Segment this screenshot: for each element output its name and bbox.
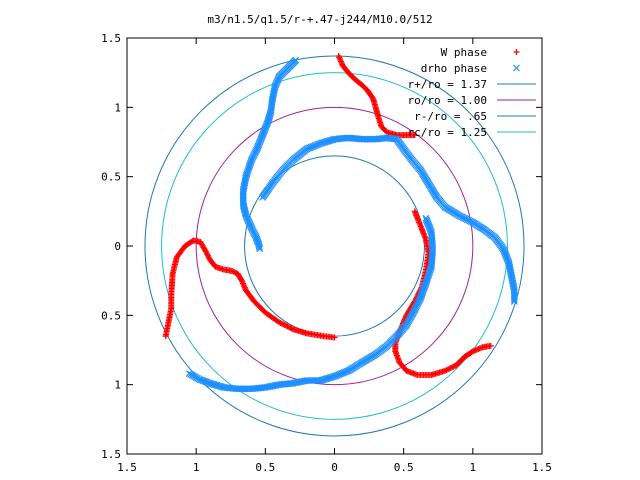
reference-circle [195,106,474,386]
w-phase-point [202,248,209,255]
legend-marker [513,49,520,55]
w-phase-point [331,334,338,341]
w-phase-point [231,269,238,276]
w-phase-point [285,324,292,331]
w-phase-point [230,268,237,275]
legend-label: ro/ro = 1.00 [408,94,487,107]
w-phase-point [203,249,210,256]
w-phase-point [411,208,418,215]
w-phase-point [443,367,450,374]
w-phase-point [450,363,457,370]
w-phase-series [162,53,494,378]
w-phase-point [277,319,284,326]
y-tick-label: 0.5 [101,171,121,184]
w-phase-point [453,362,460,369]
legend-label: rc/ro = 1.25 [408,126,487,139]
drho-phase-point [510,296,518,304]
drho-phase-point [422,214,430,222]
x-tick-label: 1.5 [117,461,137,474]
w-phase-point [280,321,287,328]
w-phase-point [449,364,456,371]
legend: W phase drho phase r+/ro = 1.37 ro/ro = 1.0… [408,46,536,139]
legend-label: r-/ro = .65 [414,110,487,123]
y-tick-label: 1.5 [101,32,121,45]
legend-label: W phase [441,46,487,59]
w-phase-point [278,320,285,327]
w-phase-point [446,365,453,372]
y-tick-label: 1.5 [101,448,121,461]
data-series [162,53,518,393]
w-phase-point [205,254,212,261]
drho-phase-point [256,243,263,251]
x-tick-label: 0.5 [255,461,275,474]
y-tick-label: 0.5 [101,309,121,322]
w-phase-point [447,365,454,372]
x-tick-label: 0 [331,461,338,474]
reference-circle [144,55,525,437]
w-phase-point [281,322,288,329]
w-phase-point [284,323,291,330]
w-phase-point [288,325,295,332]
y-tick-label: 1 [114,379,121,392]
w-phase-point [229,267,236,274]
chart-title: m3/n1.5/q1.5/r-+.47-j244/M10.0/512 [207,13,432,26]
w-phase-point [451,362,458,369]
w-phase-point [276,319,283,326]
legend-label: drho phase [421,62,487,75]
x-tick-label: 1.5 [532,461,552,474]
reference-circle [161,72,508,420]
drho-phase-point [510,298,518,305]
y-tick-label: 1 [114,101,121,114]
axis-ticks: 1.5 1 0.5 0 0.5 1 1.51.510.500.511.5 [101,32,552,474]
legend-label: r+/ro = 1.37 [408,78,487,91]
drho-phase-series [185,56,518,393]
w-phase-point [444,366,451,373]
w-phase-point [411,132,418,139]
drho-phase-point [256,245,264,253]
w-phase-point [287,324,294,331]
w-phase-point [283,322,290,329]
x-tick-label: 1 [470,461,477,474]
x-tick-label: 1 [193,461,200,474]
w-phase-point [204,251,211,258]
x-tick-label: 0.5 [394,461,414,474]
y-tick-label: 0 [114,240,121,253]
w-phase-point [204,252,211,259]
reference-circles [144,55,525,437]
legend-marker [513,64,520,72]
